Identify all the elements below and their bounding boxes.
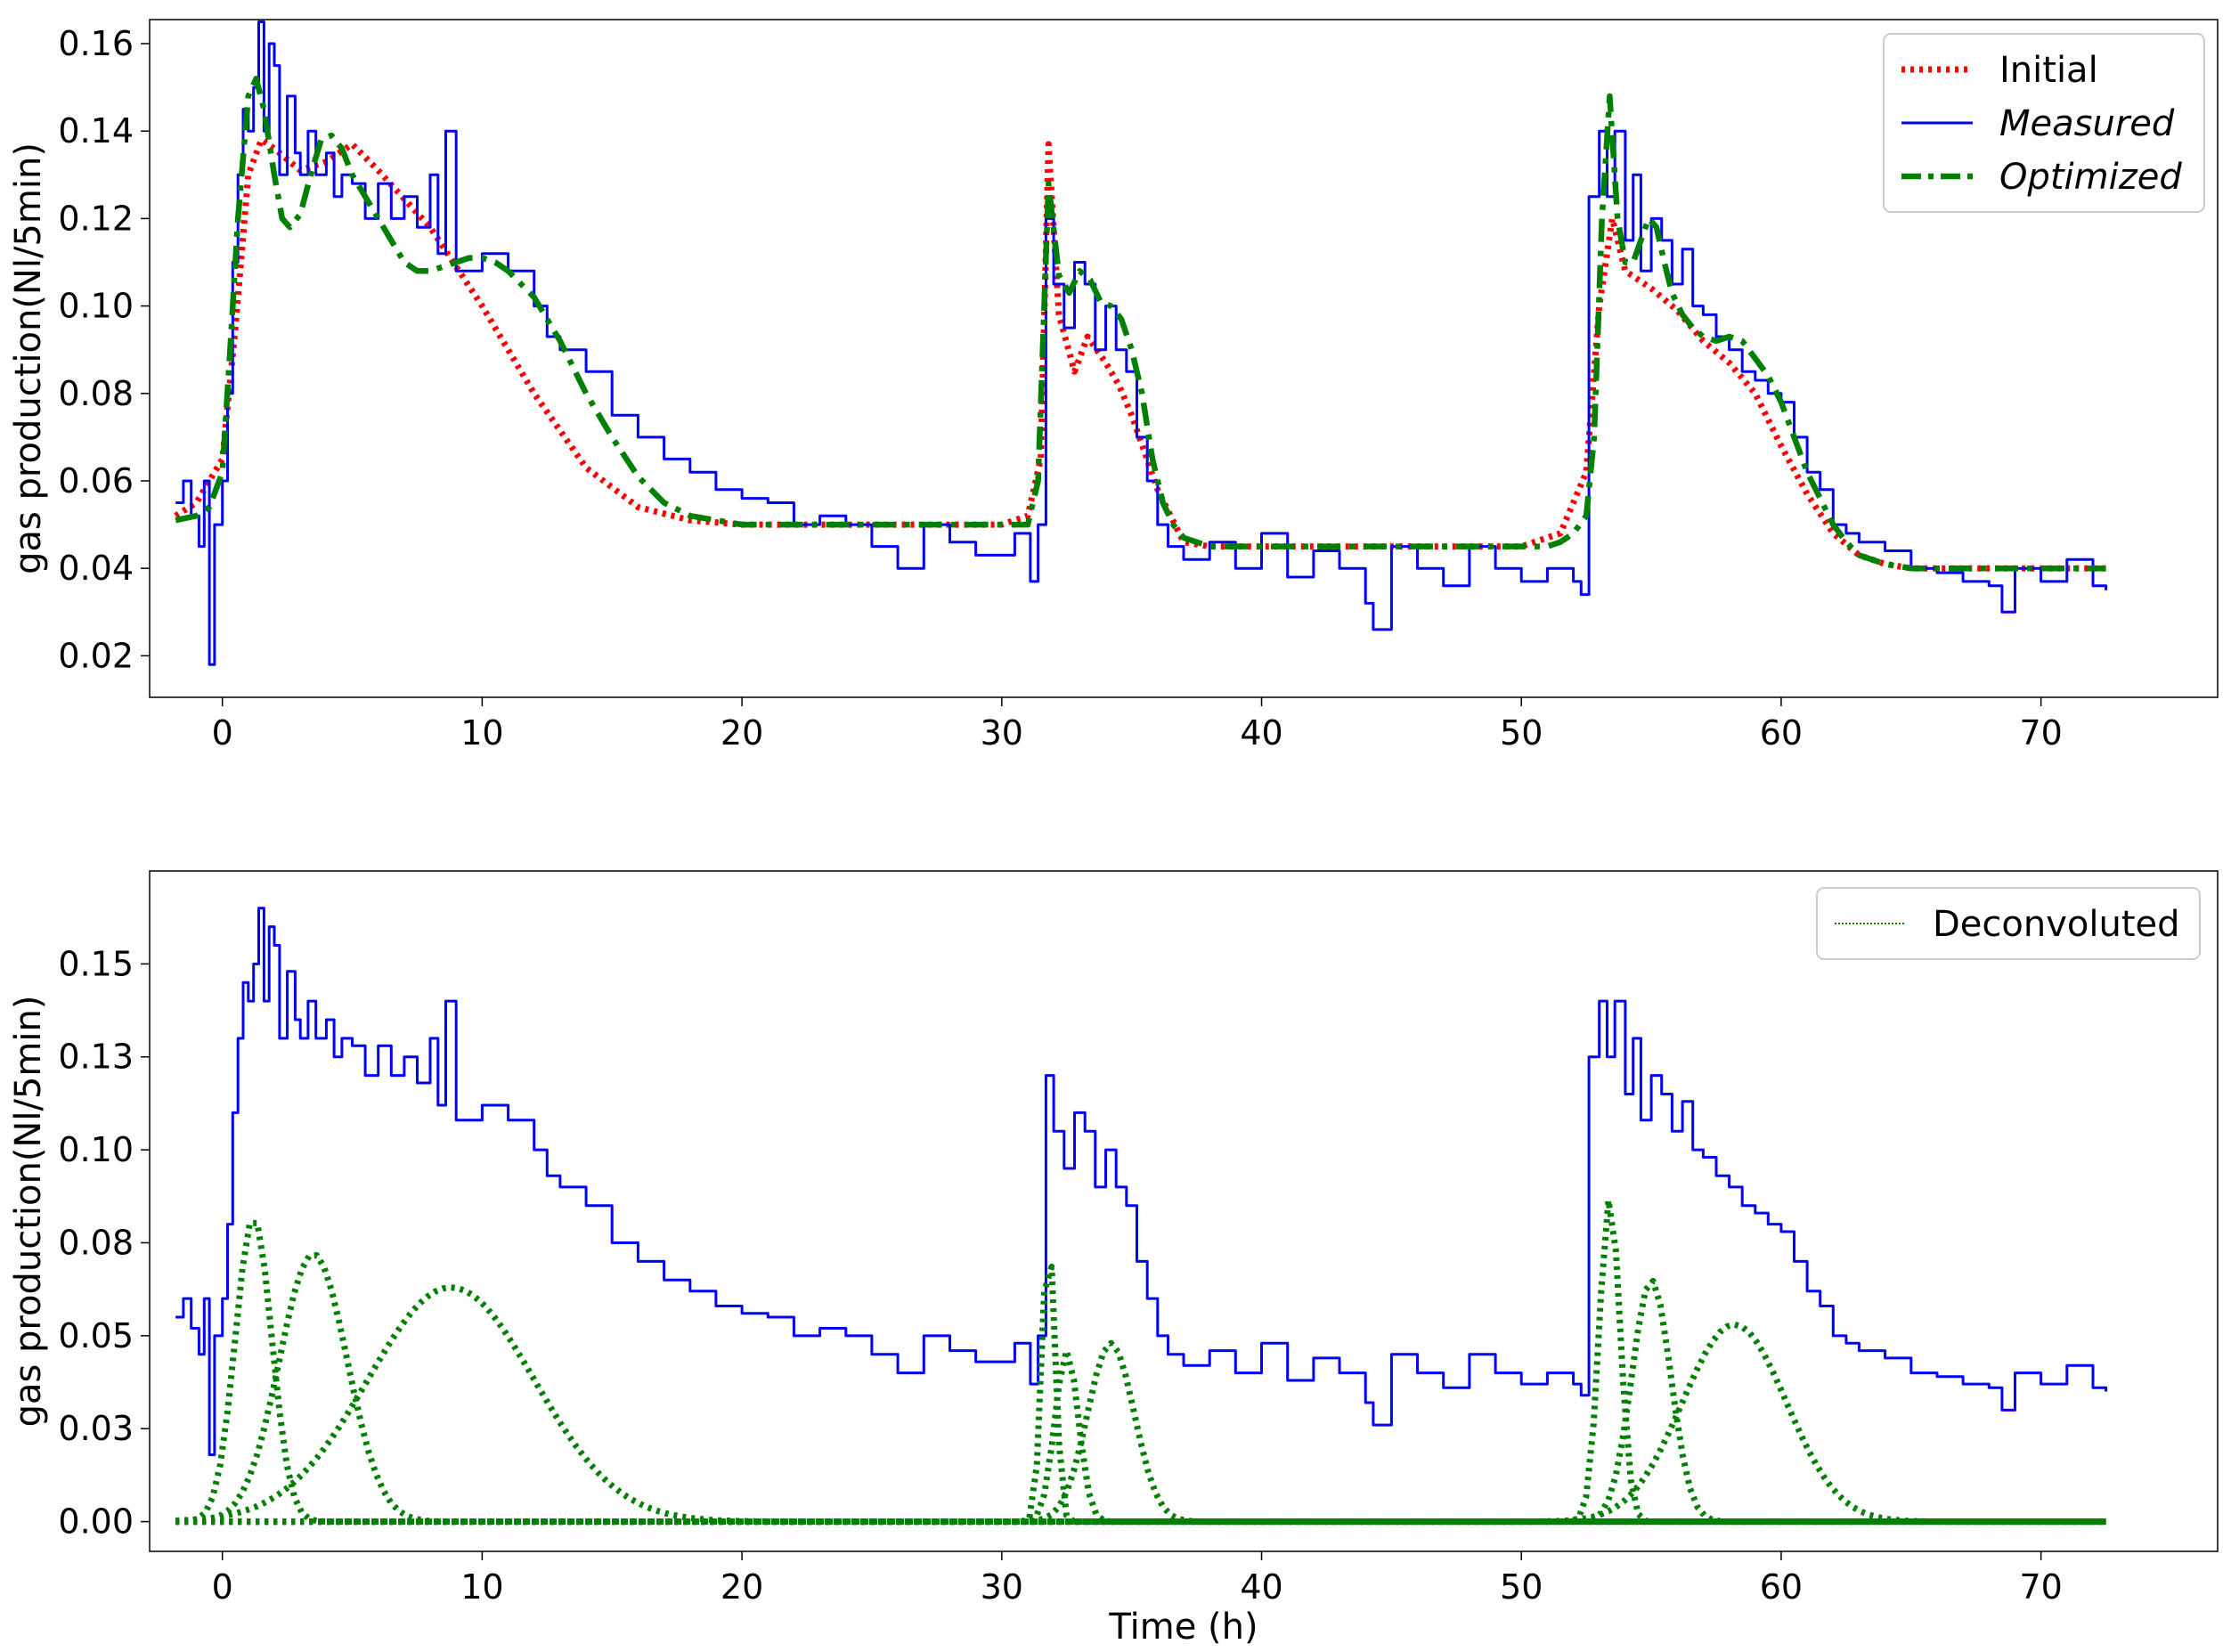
legend-box bbox=[1883, 33, 2205, 213]
y-tick-label: 0.04 bbox=[58, 549, 134, 588]
bottom-panel: 0 10 20 30 40 50 60 70 0.00 0.03 0.05 0.08 0.10 0.13 0… bbox=[8, 870, 2219, 1648]
series-group bbox=[175, 907, 2108, 1526]
plot-area bbox=[150, 871, 2218, 1551]
series-line-initial bbox=[174, 136, 2106, 572]
legend-label-initial: Initial bbox=[1999, 50, 2098, 91]
x-axis-label: Time (h) bbox=[1108, 1607, 1258, 1648]
legend-box bbox=[1816, 887, 2201, 960]
x-tick-label: 10 bbox=[460, 713, 503, 753]
legend-label-deconvoluted: Deconvoluted bbox=[1933, 904, 2180, 945]
axes-frame bbox=[149, 19, 2219, 698]
top-panel: 0 10 20 30 40 50 60 70 0.02 0.04 0.06 0.08 0.10 0.12 0… bbox=[8, 19, 2219, 753]
y-tick-label: 0.12 bbox=[58, 199, 134, 238]
x-tick-label: 60 bbox=[1760, 713, 1803, 753]
y-tick-label: 0.10 bbox=[58, 287, 134, 326]
x-tick-label: 40 bbox=[1240, 713, 1282, 753]
series-line-optimized bbox=[175, 76, 2106, 572]
x-tick-label: 70 bbox=[2019, 713, 2062, 753]
y-tick-label: 0.05 bbox=[58, 1316, 134, 1355]
x-tick-label: 60 bbox=[1760, 1567, 1803, 1607]
deconvoluted-peak-9 bbox=[175, 1321, 2106, 1526]
x-tick-label: 20 bbox=[721, 713, 763, 753]
y-tick-label: 0.14 bbox=[58, 111, 134, 151]
y-tick-label: 0.02 bbox=[58, 636, 134, 675]
x-tick-label: 40 bbox=[1240, 1567, 1282, 1607]
y-axis-label: gas production(Nl/5min) bbox=[8, 996, 49, 1428]
x-tick-label: 20 bbox=[721, 1567, 763, 1607]
x-tick-label: 0 bbox=[212, 713, 233, 753]
x-tick-label: 10 bbox=[460, 1567, 503, 1607]
y-tick-label: 0.06 bbox=[58, 461, 134, 500]
y-tick-label: 0.03 bbox=[58, 1409, 134, 1448]
y-tick-label: 0.10 bbox=[58, 1130, 134, 1169]
axes-frame bbox=[149, 870, 2219, 1552]
y-tick-label: 0.16 bbox=[58, 24, 134, 63]
x-tick-label: 70 bbox=[2019, 1567, 2062, 1607]
x-tick-label: 30 bbox=[981, 1567, 1023, 1607]
x-tick-label: 50 bbox=[1500, 713, 1543, 753]
x-tick-label: 50 bbox=[1500, 1567, 1543, 1607]
series-line-measured bbox=[175, 907, 2108, 1456]
plot-area bbox=[150, 20, 2218, 697]
y-tick-label: 0.08 bbox=[58, 374, 134, 413]
series-line-measured bbox=[175, 20, 2108, 666]
legend-label-optimized: Optimized bbox=[1999, 157, 2182, 198]
y-tick-label: 0.13 bbox=[58, 1038, 134, 1077]
series-group bbox=[174, 20, 2108, 666]
y-axis-label: gas production(Nl/5min) bbox=[8, 142, 49, 574]
x-tick-label: 0 bbox=[212, 1567, 233, 1607]
legend: Deconvoluted bbox=[1816, 887, 2201, 960]
y-tick-label: 0.15 bbox=[58, 944, 134, 983]
y-tick-label: 0.08 bbox=[58, 1223, 134, 1262]
legend: Initial Measured Optimized bbox=[1883, 33, 2205, 213]
legend-label-measured: Measured bbox=[1999, 103, 2175, 144]
y-tick-label: 0.00 bbox=[58, 1502, 134, 1542]
x-tick-label: 30 bbox=[981, 713, 1023, 753]
